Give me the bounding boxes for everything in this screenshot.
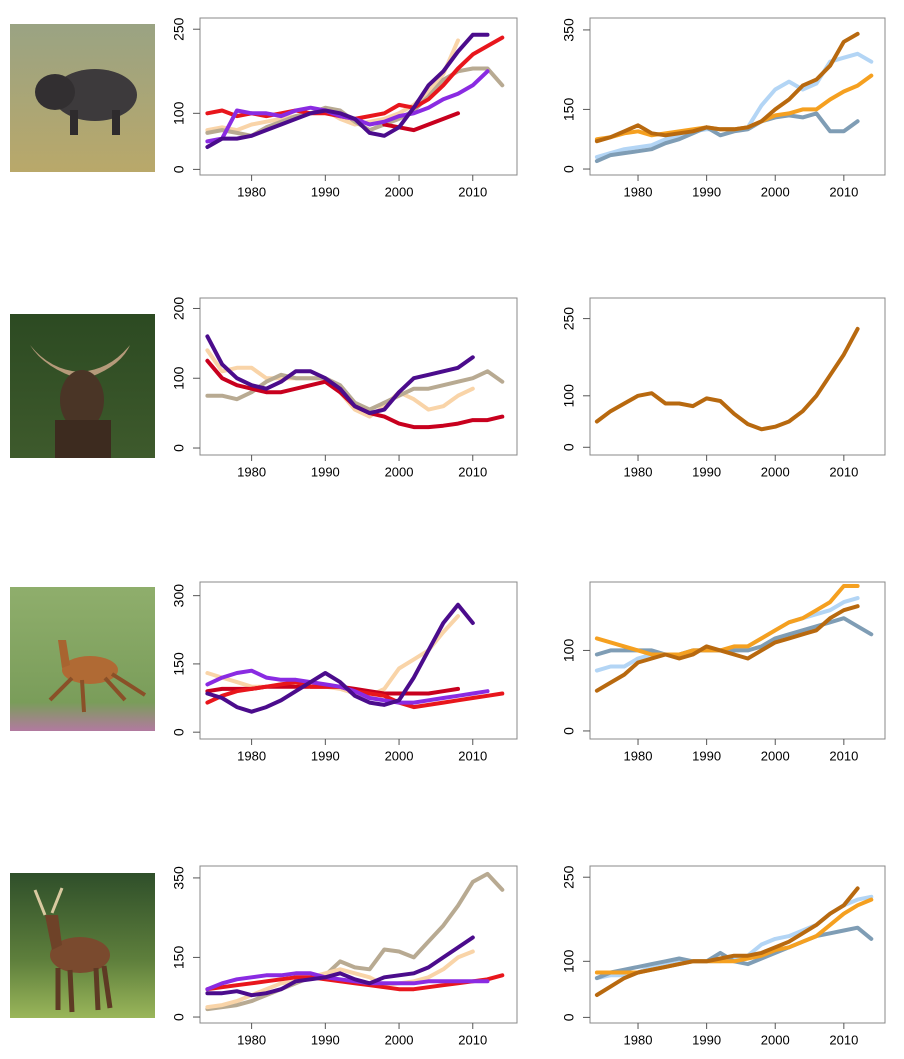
series-line: [205, 32, 490, 149]
chart: 0 100 250 1980 1990 2000 2010: [171, 17, 518, 199]
series-line: [205, 871, 505, 1012]
series-line: [594, 111, 860, 164]
plot-frame: [199, 865, 518, 1024]
y-tick-label: 0: [561, 727, 577, 735]
y-tick-label: 0: [171, 444, 187, 452]
x-tick-label: 1980: [624, 1032, 653, 1047]
y-tick-label: 0: [561, 165, 577, 173]
y-tick-label: 200: [171, 297, 187, 321]
y-tick-label: 250: [171, 17, 187, 41]
y-tick-label: 250: [561, 307, 577, 331]
plot-frame: [589, 17, 886, 176]
plot-frame: [199, 581, 518, 740]
x-tick-label: 1990: [311, 464, 340, 479]
plot-frame: [199, 17, 518, 176]
series-line: [594, 897, 874, 975]
x-tick-label: 2010: [829, 184, 858, 199]
x-tick-label: 2010: [458, 748, 487, 763]
photo-boar: [10, 24, 155, 172]
x-tick-label: 1980: [237, 1032, 266, 1047]
y-tick-label: 0: [561, 1013, 577, 1021]
chart: 0 100 200 1980 1990 2000 2010: [171, 297, 518, 479]
x-tick-label: 1980: [624, 748, 653, 763]
chart: 0 150 350 1980 1990 2000 2010: [561, 17, 886, 199]
y-tick-label: 0: [171, 165, 187, 173]
x-tick-label: 2000: [385, 464, 414, 479]
chart: 0 150 300 1980 1990 2000 2010: [171, 581, 518, 763]
chart: 0 100 250 1980 1990 2000 2010: [561, 865, 886, 1047]
y-tick-label: 350: [561, 18, 577, 42]
x-tick-label: 1990: [311, 748, 340, 763]
plot-area: [205, 602, 505, 714]
x-tick-label: 2000: [761, 1032, 790, 1047]
plot-area: [205, 871, 505, 1012]
y-tick-label: 100: [561, 949, 577, 973]
plot-frame: [589, 865, 886, 1024]
x-tick-label: 1980: [624, 184, 653, 199]
x-tick-label: 2010: [829, 464, 858, 479]
y-tick-label: 100: [561, 639, 577, 663]
series-line: [205, 334, 475, 416]
series-line: [205, 935, 475, 998]
y-tick-label: 100: [171, 101, 187, 125]
chart: 0 100 250 1980 1990 2000 2010: [561, 297, 886, 479]
y-tick-label: 150: [561, 98, 577, 122]
photo-roe-deer: [10, 587, 155, 731]
x-tick-label: 1980: [237, 464, 266, 479]
chart: 0 100 1980 1990 2000 2010: [561, 581, 886, 763]
x-tick-label: 2010: [829, 748, 858, 763]
photo-moose: [10, 314, 155, 458]
y-tick-label: 300: [171, 584, 187, 608]
photo-red-deer: [10, 873, 155, 1018]
x-tick-label: 1980: [624, 464, 653, 479]
x-tick-label: 2010: [829, 1032, 858, 1047]
x-tick-label: 2000: [761, 464, 790, 479]
x-tick-label: 2000: [385, 184, 414, 199]
series-line: [594, 604, 860, 693]
y-tick-label: 100: [561, 384, 577, 408]
plot-area: [594, 31, 874, 164]
x-tick-label: 1980: [237, 184, 266, 199]
x-tick-label: 1990: [311, 184, 340, 199]
series-line: [594, 584, 860, 657]
x-tick-label: 1990: [692, 1032, 721, 1047]
y-tick-label: 0: [171, 728, 187, 736]
x-tick-label: 2000: [385, 748, 414, 763]
plot-area: [205, 32, 505, 149]
plot-frame: [589, 581, 886, 740]
plot-area: [594, 326, 860, 432]
y-tick-label: 0: [561, 443, 577, 451]
plot-area: [594, 886, 874, 997]
series-line: [594, 326, 860, 432]
x-tick-label: 1990: [692, 748, 721, 763]
x-tick-label: 2000: [761, 184, 790, 199]
series-line: [205, 602, 475, 714]
series-line: [594, 51, 874, 160]
series-line: [594, 31, 860, 144]
plot-area: [594, 584, 874, 693]
plot-area: [205, 334, 505, 430]
chart: 0 150 350 1980 1990 2000 2010: [171, 865, 518, 1047]
y-tick-label: 150: [171, 652, 187, 676]
x-tick-label: 1990: [692, 184, 721, 199]
x-tick-label: 1990: [311, 1032, 340, 1047]
y-tick-label: 350: [171, 866, 187, 890]
plot-frame: [589, 297, 886, 456]
x-tick-label: 2000: [385, 1032, 414, 1047]
series-line: [205, 971, 490, 992]
series-line: [594, 886, 860, 997]
x-tick-label: 1990: [692, 464, 721, 479]
x-tick-label: 2000: [761, 748, 790, 763]
x-tick-label: 1980: [237, 748, 266, 763]
x-tick-label: 2010: [458, 184, 487, 199]
x-tick-label: 2010: [458, 1032, 487, 1047]
y-tick-label: 150: [171, 946, 187, 970]
y-tick-label: 100: [171, 366, 187, 390]
y-tick-label: 0: [171, 1013, 187, 1021]
plot-frame: [199, 297, 518, 456]
y-tick-label: 250: [561, 865, 577, 889]
x-tick-label: 2010: [458, 464, 487, 479]
